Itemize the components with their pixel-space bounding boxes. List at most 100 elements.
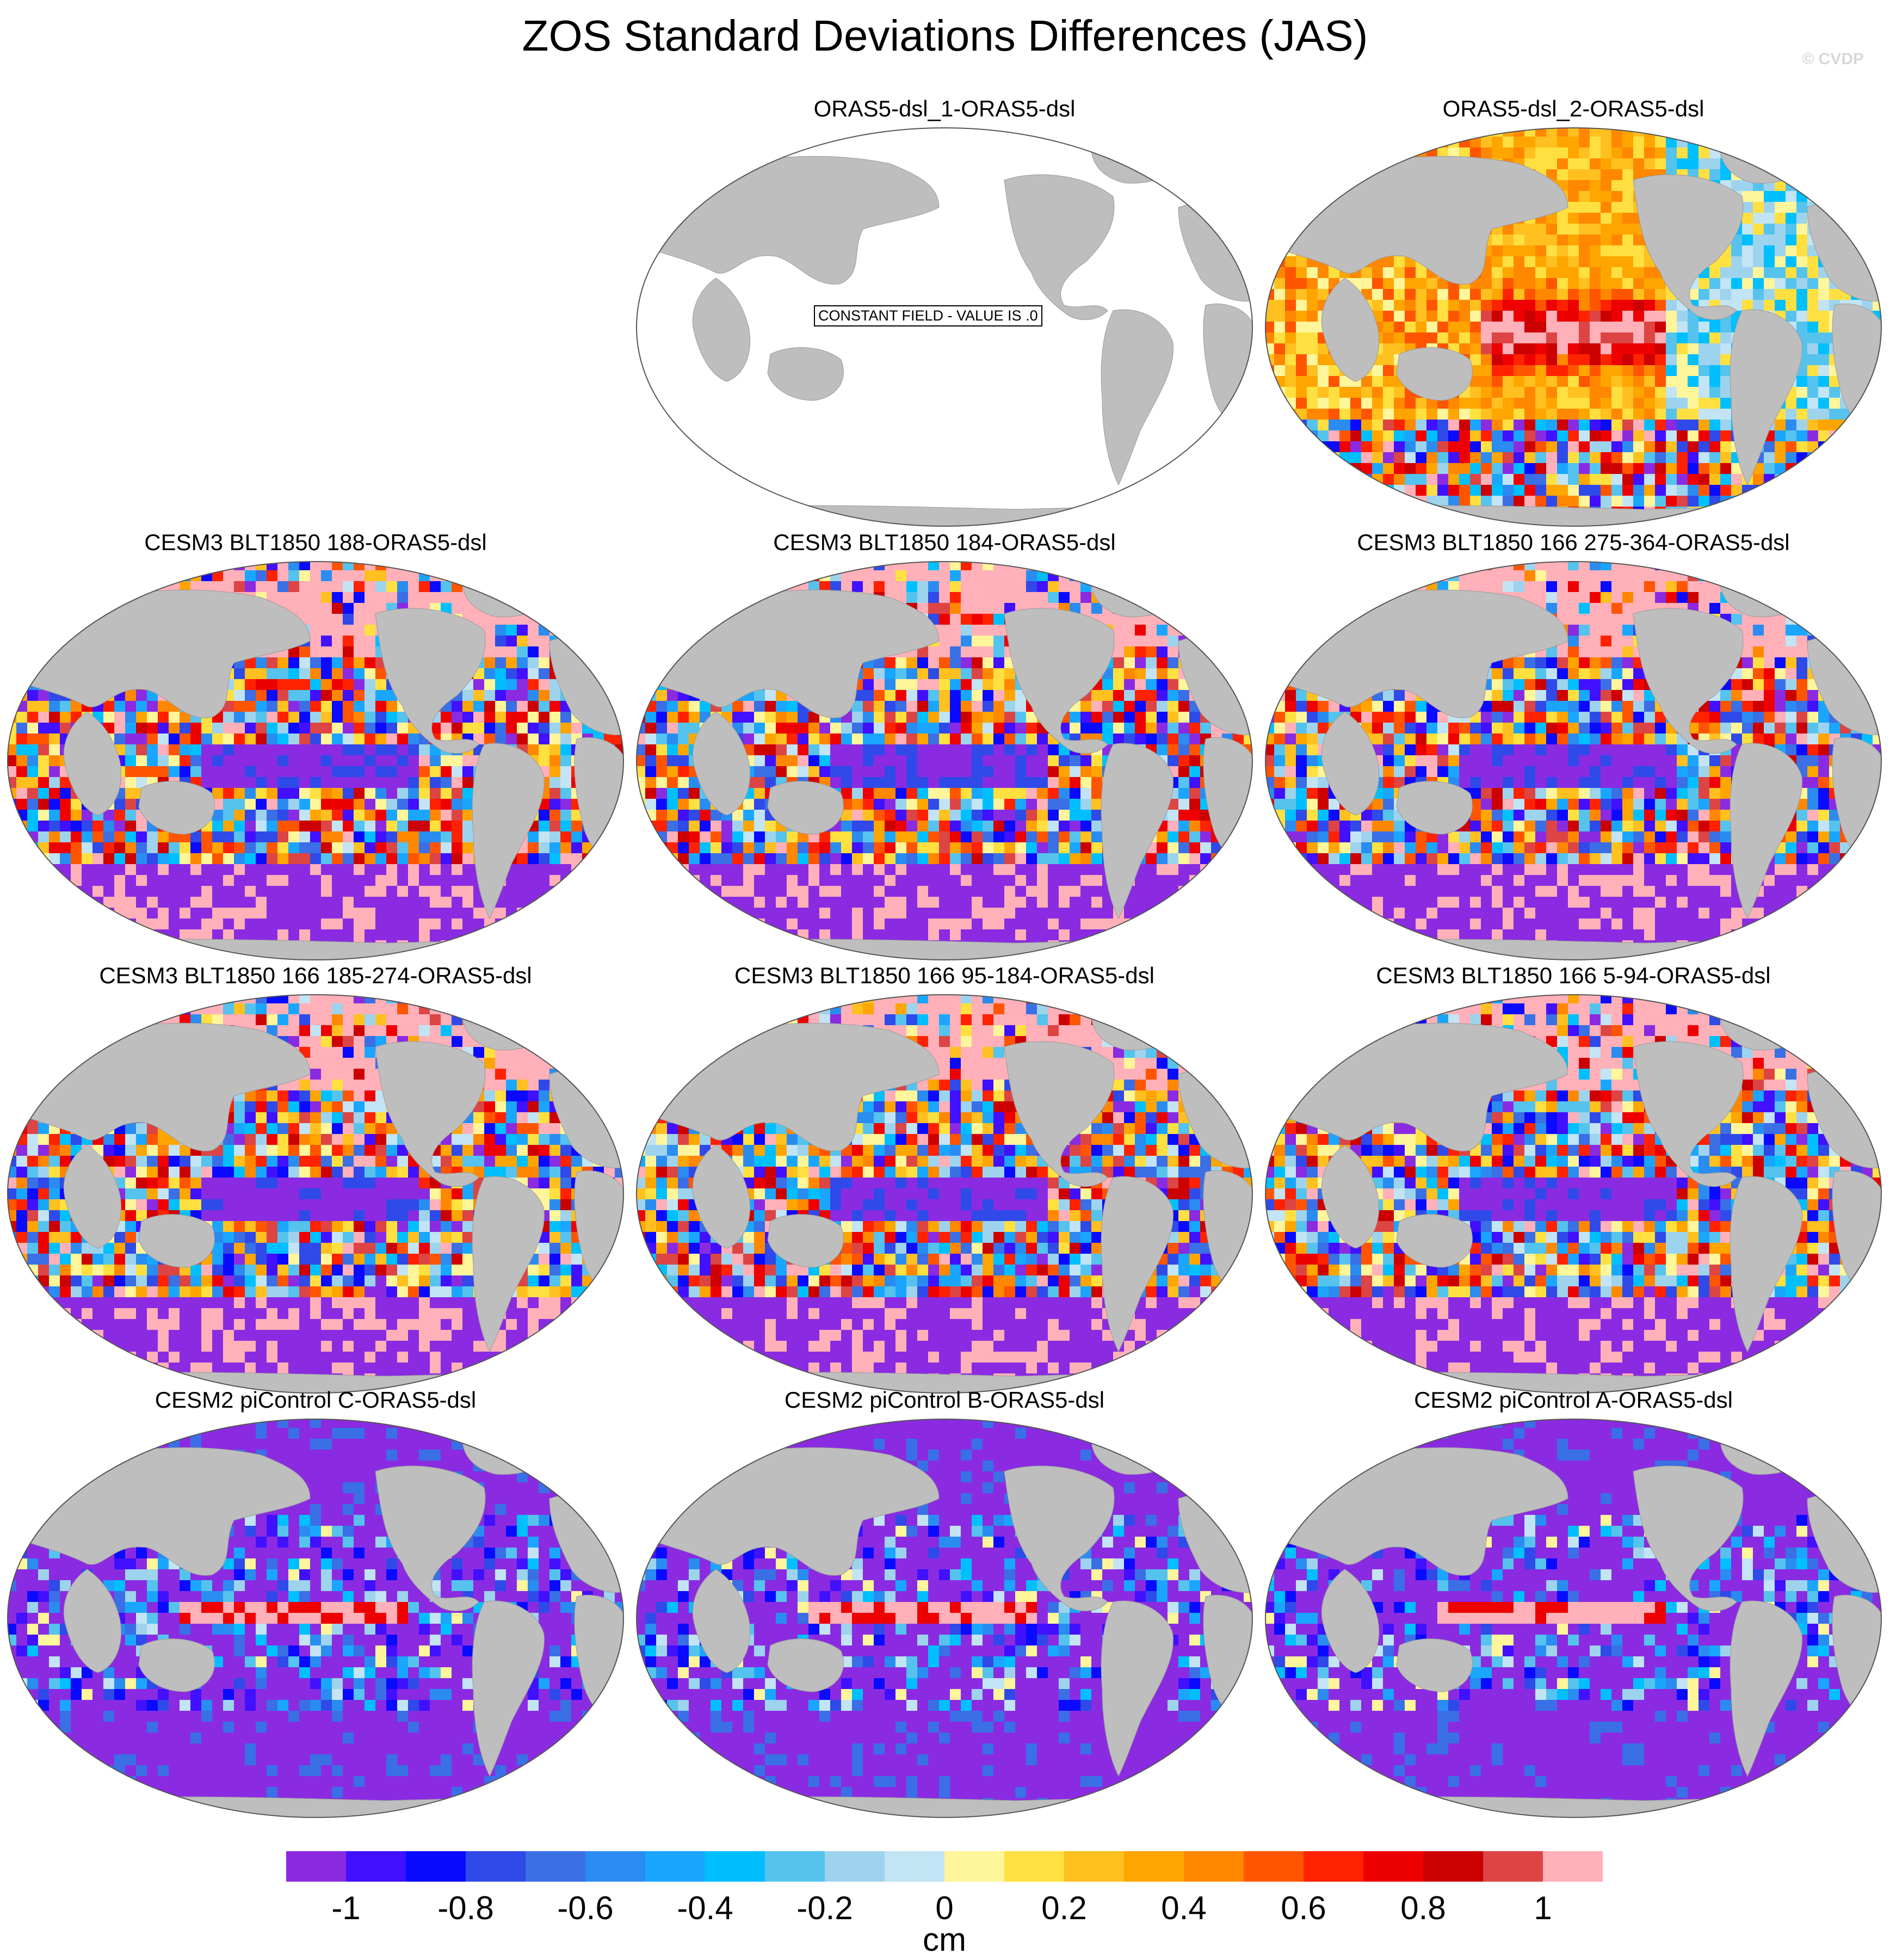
colorbar-swatch [526,1851,585,1882]
map-panel: CESM2 piControl B-ORAS5-dsl [634,1386,1255,1822]
land-mass [1004,1465,1115,1612]
map-panel: CESM2 piControl A-ORAS5-dsl [1263,1386,1883,1822]
colorbar-tick-label: 0.6 [1281,1889,1326,1927]
land-mass [1730,743,1802,920]
land-mass [656,589,940,718]
land-mass [375,1041,486,1187]
land-mass [63,711,122,816]
land-mass [472,1176,545,1353]
land-mass [1101,1600,1173,1777]
land-mass [63,1144,122,1249]
map-outline [7,994,624,1394]
world-map [1265,994,1882,1394]
colorbar-tick-label: -0.6 [557,1889,613,1927]
colorbar-swatch [765,1851,825,1882]
land-mass [472,1600,545,1777]
land-mass [375,608,486,754]
world-map [636,994,1253,1394]
colorbar-swatch [1363,1851,1423,1882]
panel-title: CESM3 BLT1850 166 185-274-ORAS5-dsl [5,962,626,989]
colorbar-swatch [1543,1851,1603,1882]
land-mass [1004,1041,1115,1187]
colorbar [286,1851,1603,1882]
map-outline [636,1419,1253,1818]
world-map [7,561,624,960]
land-mass [656,156,940,285]
map-outline [1265,127,1882,527]
land-mass [1633,174,1744,320]
colorbar-tick-label: 0.8 [1400,1889,1446,1927]
land-mass [1284,156,1568,285]
panel-title: CESM3 BLT1850 166 95-184-ORAS5-dsl [634,962,1255,989]
colorbar-swatch [1304,1851,1363,1882]
land-mass [637,939,1252,960]
land-mass [1004,608,1115,754]
figure-title: ZOS Standard Deviations Differences (JAS… [0,10,1890,62]
world-map [1265,127,1882,527]
panel-title: CESM3 BLT1850 166 5-94-ORAS5-dsl [1263,962,1883,989]
colorbar-swatch [1244,1851,1304,1882]
land-mass [637,1796,1252,1817]
land-mass [8,939,623,960]
panel-title: ORAS5-dsl_2-ORAS5-dsl [1263,95,1883,122]
world-map [636,561,1253,960]
land-mass [138,1638,215,1692]
world-map [7,994,624,1394]
cvdp-watermark: © CVDP [1802,50,1864,69]
map-outline [1265,561,1882,960]
panel-title: CESM2 piControl A-ORAS5-dsl [1263,1386,1883,1414]
land-mass [1284,1022,1568,1151]
world-map [1265,1419,1882,1818]
colorbar-swatch [1423,1851,1483,1882]
land-mass [138,781,215,835]
land-mass [1730,1600,1802,1777]
world-map [1265,561,1882,960]
colorbar-swatch [1483,1851,1543,1882]
colorbar-tick-label: 0 [935,1889,953,1927]
land-mass [1004,174,1115,320]
land-mass [1284,589,1568,718]
panel-title: CESM2 piControl B-ORAS5-dsl [634,1386,1255,1414]
land-mass [656,1447,940,1576]
land-mass [1321,1144,1380,1249]
colorbar-swatch [645,1851,705,1882]
land-mass [8,1796,623,1817]
land-mass [27,1447,311,1576]
map-panel: CESM3 BLT1850 184-ORAS5-dsl [634,529,1255,964]
land-mass [375,1465,486,1612]
colorbar-swatch [406,1851,466,1882]
panel-title: CESM3 BLT1850 188-ORAS5-dsl [5,529,626,556]
land-mass [767,1638,844,1692]
map-panel: CESM3 BLT1850 188-ORAS5-dsl [5,529,626,964]
map-outline [636,994,1253,1394]
panel-title: CESM3 BLT1850 166 275-364-ORAS5-dsl [1263,529,1883,556]
land-mass [1633,1041,1744,1187]
land-mass [63,1569,122,1673]
colorbar-swatch [825,1851,885,1882]
colorbar-tick-label: -0.8 [437,1889,493,1927]
land-mass [1633,1465,1744,1612]
world-map [636,127,1253,527]
land-mass [472,743,545,920]
colorbar-swatch [585,1851,645,1882]
map-panel: CESM3 BLT1850 166 185-274-ORAS5-dsl [5,962,626,1397]
land-mass [692,278,751,382]
map-outline [1265,994,1882,1394]
land-mass [27,1022,311,1151]
land-mass [1730,1176,1802,1353]
land-mass [692,1569,751,1673]
land-mass [1321,1569,1380,1673]
land-mass [767,781,844,835]
panel-title: CESM3 BLT1850 184-ORAS5-dsl [634,529,1255,556]
panel-title: ORAS5-dsl_1-ORAS5-dsl [634,95,1255,122]
land-mass [692,711,751,816]
colorbar-tick-label: -0.2 [796,1889,853,1927]
land-mass [1101,743,1173,920]
colorbar-swatch [1004,1851,1064,1882]
colorbar-swatch [944,1851,1004,1882]
colorbar-swatch [885,1851,944,1882]
land-mass [138,1214,215,1268]
map-panel: CESM3 BLT1850 166 275-364-ORAS5-dsl [1263,529,1883,964]
map-outline [1265,1419,1882,1818]
map-panel: CESM3 BLT1850 166 95-184-ORAS5-dsl [634,962,1255,1397]
